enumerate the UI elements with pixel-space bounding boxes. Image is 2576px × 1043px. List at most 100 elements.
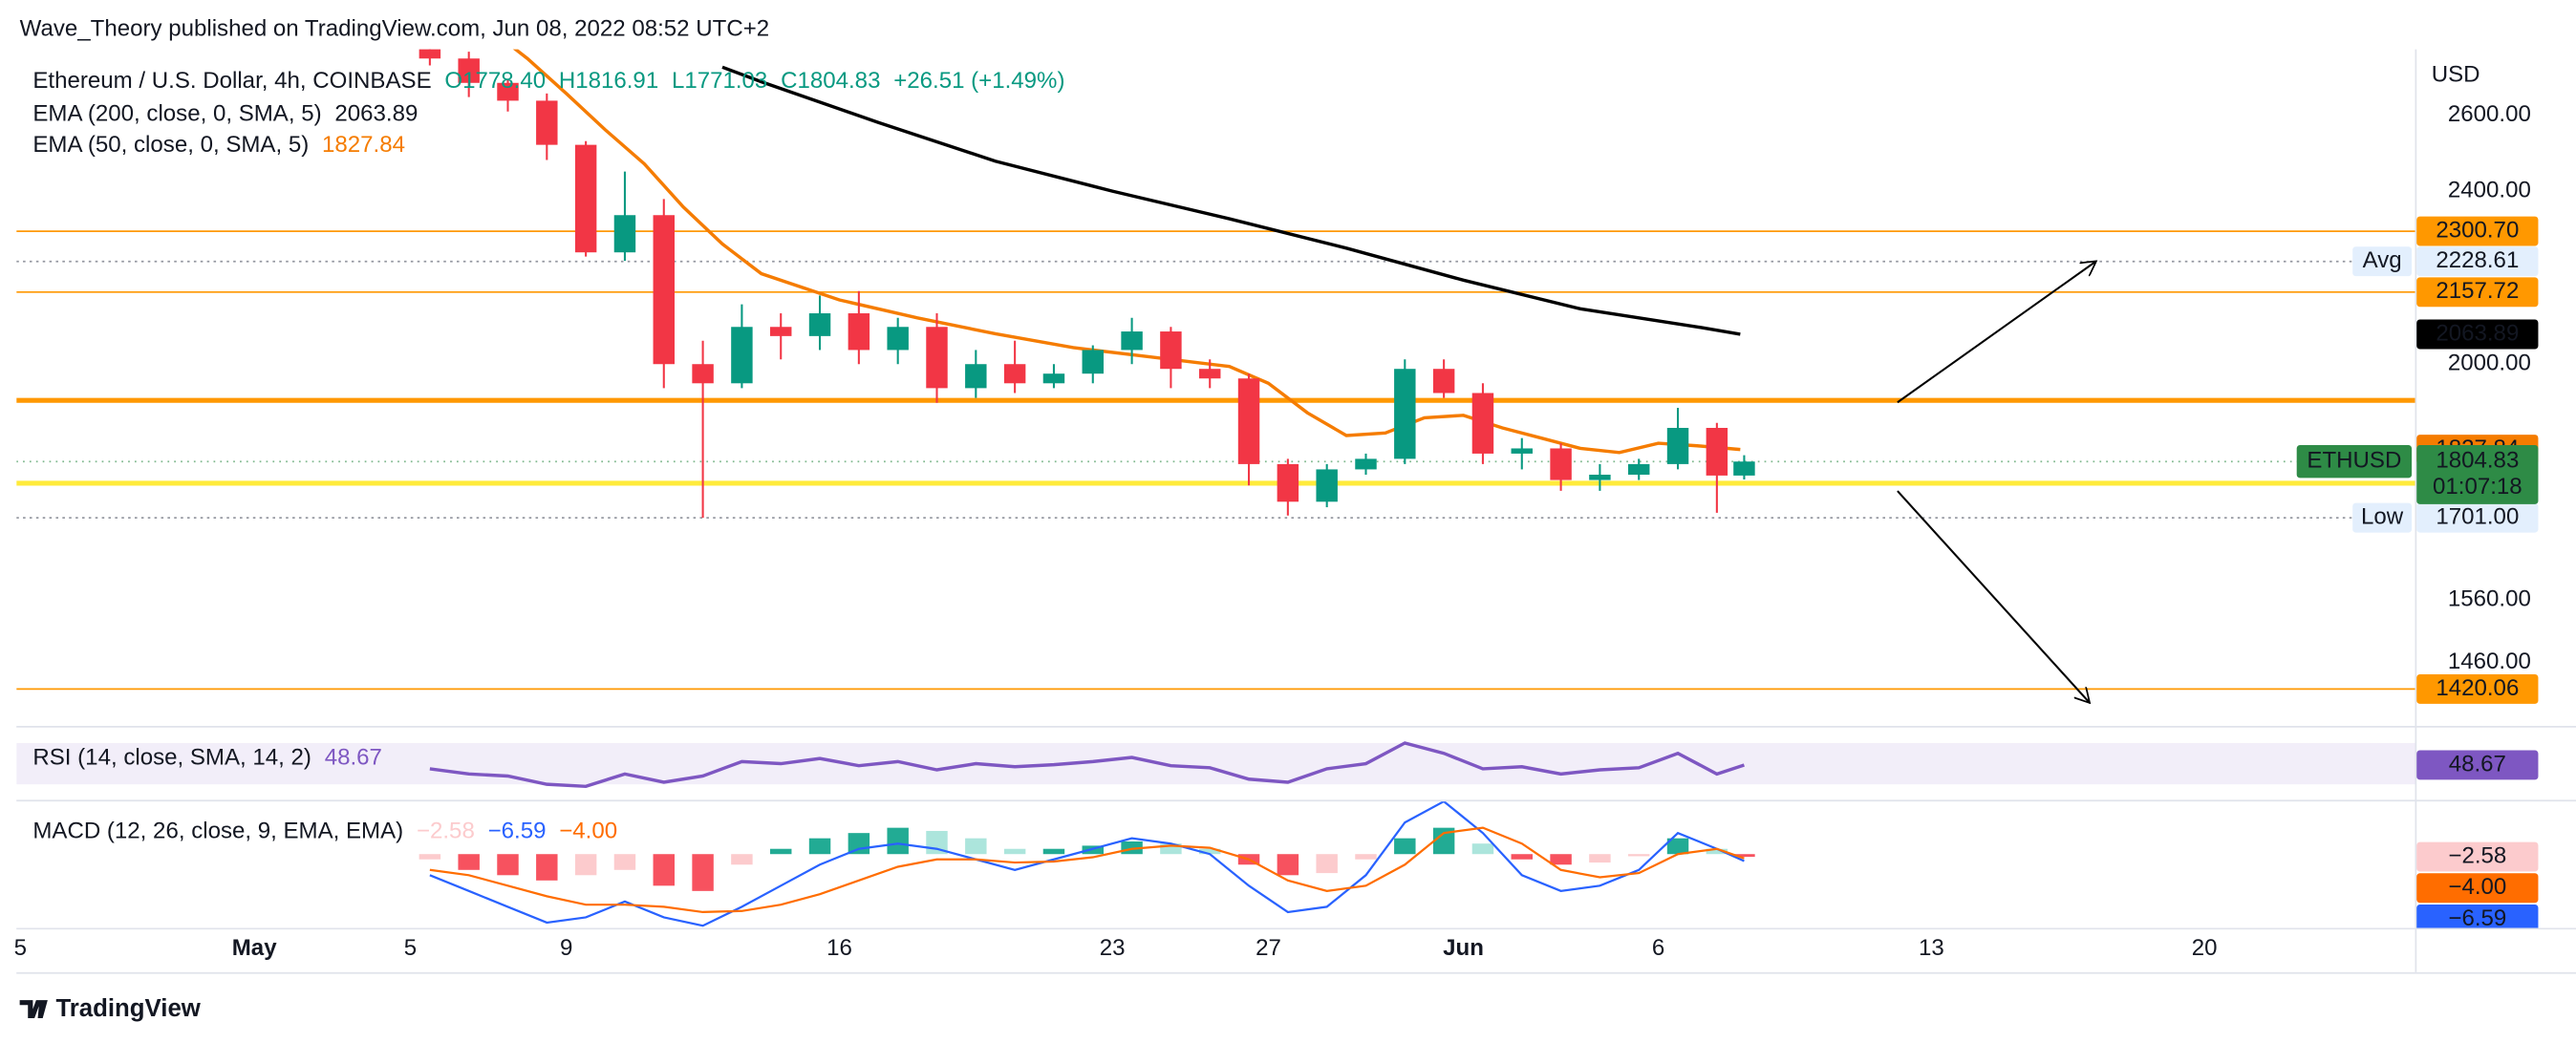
- candle-body: [1550, 448, 1572, 480]
- macd-value-label-box: [2416, 904, 2539, 928]
- symbol-label: ETHUSD: [2307, 448, 2401, 474]
- legend-rsi-value: 48.67: [325, 745, 382, 771]
- price-axis: USD 2600.00 2400.00 2000.00 1560.00 1460.00 23…: [2416, 61, 2539, 928]
- ema-line: [721, 65, 1741, 336]
- macd-value-label-box: [2416, 873, 2539, 904]
- candle-body: [1277, 463, 1299, 502]
- macd-histogram-bar: [419, 854, 441, 860]
- x-tick-label: 13: [1919, 935, 1944, 961]
- macd-histogram-bar: [731, 854, 753, 865]
- macd-histogram-bar: [1589, 854, 1611, 863]
- macd-histogram-bar: [887, 827, 909, 855]
- y-tick-label: 2400.00: [2448, 177, 2531, 202]
- macd-histogram-bar: [458, 854, 480, 870]
- level-label: 2228.61: [2436, 247, 2519, 273]
- candle-body: [653, 215, 675, 365]
- legend-ohlc: +26.51 (+1.49%): [893, 68, 1064, 94]
- y-axis-unit: USD: [2432, 61, 2480, 87]
- macd-histogram-bar: [613, 854, 636, 870]
- legend-macd: MACD (12, 26, close, 9, EMA, EMA) −2.58 −6…: [32, 819, 617, 844]
- legend-ema: EMA (200, close, 0, SMA, 5) 2063.89: [32, 101, 418, 127]
- x-tick-label: 27: [1256, 935, 1281, 961]
- candle-body: [965, 364, 987, 389]
- candle-body: [887, 327, 909, 351]
- macd-histogram-bar: [1550, 854, 1572, 865]
- level-label-box: [2416, 277, 2539, 308]
- header: Wave_Theory published on TradingView.com…: [20, 15, 770, 41]
- macd-pane: [419, 801, 1755, 927]
- level-label: 2300.70: [2436, 217, 2519, 243]
- macd-line: [429, 826, 1745, 914]
- macd-histogram-bar: [574, 854, 597, 876]
- arrow-down: [1897, 490, 2090, 703]
- logo-icon: [19, 1000, 48, 1019]
- macd-histogram-bar: [1627, 854, 1650, 857]
- legend-rsi-name: RSI (14, close, SMA, 14, 2): [32, 745, 311, 771]
- x-tick-label: 5: [404, 935, 417, 961]
- legend-ema-name: EMA (50, close, 0, SMA, 5): [32, 132, 309, 158]
- macd-histogram-bar: [1316, 854, 1338, 874]
- rsi-pane: [16, 741, 2415, 789]
- candle-body: [1511, 448, 1533, 454]
- macd-histogram-bar: [536, 854, 558, 881]
- candle-body: [613, 215, 636, 253]
- macd-histogram-bar: [1394, 838, 1416, 855]
- macd-histogram-bar: [1511, 854, 1533, 860]
- price-pane: [16, 49, 2415, 691]
- footer: TradingView: [55, 995, 201, 1022]
- macd-value-label: −4.00: [2448, 874, 2506, 900]
- legend-ohlc: C1804.83: [781, 68, 880, 94]
- legend-ohlc: O1778.40: [444, 68, 546, 94]
- macd-histogram-bar: [808, 838, 831, 855]
- macd-histogram-bar: [497, 854, 519, 876]
- candle-body: [1733, 461, 1755, 476]
- legend-ema: EMA (50, close, 0, SMA, 5) 1827.84: [32, 132, 405, 158]
- level-label-box: [2416, 673, 2539, 704]
- candle-body: [458, 58, 480, 83]
- candle-body: [731, 327, 753, 384]
- countdown-label: 01:07:18: [2433, 474, 2522, 500]
- legend-ema-value: 1827.84: [322, 132, 405, 158]
- legend-ohlc: L1771.03: [672, 68, 767, 94]
- macd-histogram-bar: [1198, 848, 1221, 855]
- candle-body: [1198, 369, 1221, 379]
- candle-body: [1394, 369, 1416, 459]
- rsi-line: [429, 741, 1745, 789]
- candle-body: [497, 82, 519, 101]
- macd-histogram-bar: [1666, 838, 1689, 855]
- ema-value-label: 2063.89: [2436, 320, 2519, 346]
- x-tick-label: Jun: [1443, 935, 1484, 961]
- legend-rsi: RSI (14, close, SMA, 14, 2) 48.67: [32, 745, 382, 771]
- candle-body: [1627, 463, 1650, 475]
- logo: TradingView: [19, 995, 202, 1022]
- y-tick-label: 1460.00: [2448, 649, 2531, 674]
- candle-body: [1666, 427, 1689, 464]
- legend-macd-value: −4.00: [559, 819, 617, 844]
- macd-histogram-bar: [770, 848, 792, 855]
- legend-macd-value: −6.59: [488, 819, 547, 844]
- macd-histogram-bar: [653, 854, 675, 886]
- candle-body: [926, 327, 948, 389]
- symbol-box: [2296, 445, 2413, 479]
- candle-body: [1160, 331, 1182, 370]
- legend-ema-name: EMA (200, close, 0, SMA, 5): [32, 101, 321, 127]
- y-tick-label: 2000.00: [2448, 351, 2531, 376]
- legend: Ethereum / U.S. Dollar, 4h, COINBASE O177…: [32, 68, 1064, 844]
- candle-body: [848, 313, 870, 351]
- candle-body: [1589, 474, 1611, 480]
- candle-body: [770, 327, 792, 336]
- macd-histogram-bar: [692, 854, 714, 891]
- last-price-box: [2416, 445, 2539, 504]
- legend-macd-name: MACD (12, 26, close, 9, EMA, EMA): [32, 819, 403, 844]
- level-label: 2157.72: [2436, 278, 2519, 304]
- candle-body: [1082, 350, 1104, 374]
- x-tick-label: May: [232, 935, 277, 961]
- level-label-box: [2416, 502, 2539, 533]
- rsi-value-label-box: [2416, 750, 2539, 780]
- x-tick-label: 5: [14, 935, 27, 961]
- candle-body: [692, 364, 714, 384]
- candle-body: [419, 49, 441, 59]
- candle-body: [1042, 373, 1065, 384]
- x-tick-label: 16: [826, 935, 852, 961]
- candle-body: [1237, 378, 1260, 464]
